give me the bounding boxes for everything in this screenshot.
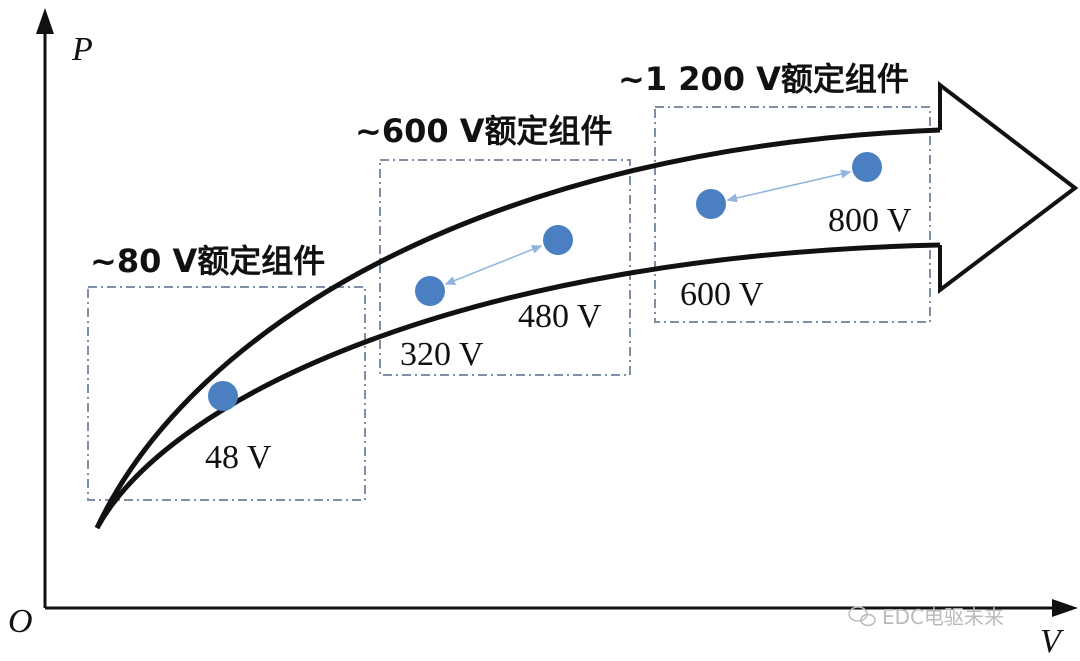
origin-label: O: [8, 603, 33, 640]
x-axis-arrow: [1052, 599, 1078, 617]
point-label: 600 V: [680, 276, 764, 313]
point-label: 320 V: [400, 336, 484, 373]
voltage-point: [208, 381, 238, 411]
x-axis-label: V: [1040, 623, 1065, 660]
point-label: 48 V: [205, 439, 272, 476]
range-arrow: [726, 169, 852, 203]
group-label: ~1 200 V额定组件: [618, 60, 909, 98]
point-label: 800 V: [828, 202, 912, 239]
arrow-upper: [94, 127, 941, 530]
watermark-icon: [848, 606, 876, 627]
group-box: [379, 159, 631, 376]
arrow-lower: [94, 242, 941, 530]
y-axis-label: P: [71, 31, 93, 68]
range-arrow: [444, 245, 543, 285]
watermark: EDC电驱未来: [882, 605, 1004, 629]
group-box: [87, 286, 366, 501]
voltage-point: [415, 276, 445, 306]
point-label: 480 V: [518, 298, 602, 335]
group-label: ~600 V额定组件: [355, 112, 613, 150]
y-axis-arrow: [36, 8, 54, 34]
voltage-point: [696, 189, 726, 219]
group-label: ~80 V额定组件: [90, 242, 325, 280]
arrow-head: [938, 80, 1079, 295]
voltage-point: [852, 152, 882, 182]
group-box: [654, 106, 931, 323]
voltage-point: [543, 225, 573, 255]
